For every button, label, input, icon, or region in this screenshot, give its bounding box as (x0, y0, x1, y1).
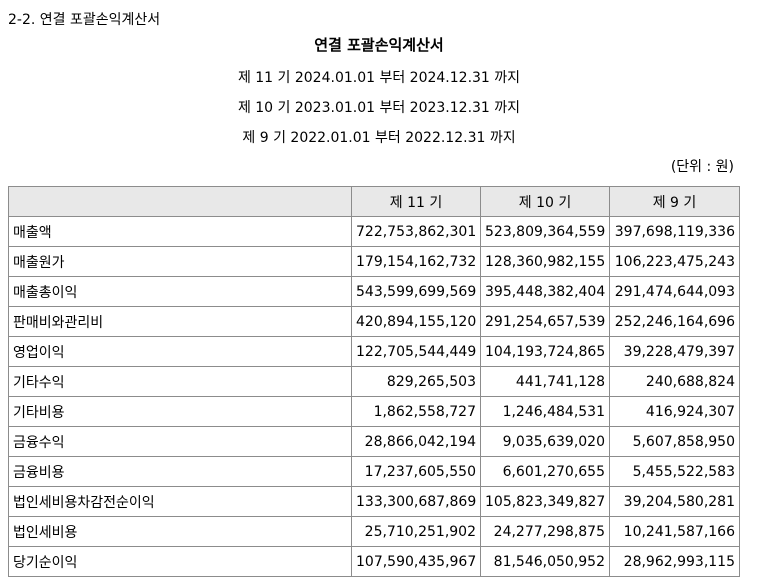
value-cell: 9,035,639,020 (480, 426, 610, 457)
value-cell: 252,246,164,696 (609, 306, 740, 337)
header-period-9: 제 9 기 (609, 186, 740, 217)
row-label: 매출원가 (8, 246, 352, 277)
section-title: 2-2. 연결 포괄손익계산서 (8, 12, 161, 28)
value-cell: 28,866,042,194 (351, 426, 481, 457)
value-cell: 81,546,050,952 (480, 546, 610, 577)
value-cell: 5,455,522,583 (609, 456, 740, 487)
value-cell: 395,448,382,404 (480, 276, 610, 307)
row-label: 법인세비용 (8, 516, 352, 547)
table-row: 매출액 722,753,862,301 523,809,364,559 397,698… (8, 216, 740, 247)
row-label: 매출액 (8, 216, 352, 247)
table-row: 금융수익 28,866,042,194 9,035,639,020 5,607,858… (8, 426, 740, 457)
value-cell: 105,823,349,827 (480, 486, 610, 517)
period-line-11: 제 11 기 2024.01.01 부터 2024.12.31 까지 (237, 70, 521, 86)
value-cell: 104,193,724,865 (480, 336, 610, 367)
value-cell: 523,809,364,559 (480, 216, 610, 247)
value-cell: 128,360,982,155 (480, 246, 610, 277)
table-row: 당기순이익 107,590,435,967 81,546,050,952 28,962… (8, 546, 740, 577)
value-cell: 291,474,644,093 (609, 276, 740, 307)
value-cell: 722,753,862,301 (351, 216, 481, 247)
period-line-9: 제 9 기 2022.01.01 부터 2022.12.31 까지 (242, 130, 516, 146)
value-cell: 397,698,119,336 (609, 216, 740, 247)
document-title: 연결 포괄손익계산서 (314, 36, 444, 54)
row-label: 기타비용 (8, 396, 352, 427)
value-cell: 5,607,858,950 (609, 426, 740, 457)
row-label: 기타수익 (8, 366, 352, 397)
row-label: 판매비와관리비 (8, 306, 352, 337)
value-cell: 106,223,475,243 (609, 246, 740, 277)
value-cell: 829,265,503 (351, 366, 481, 397)
header-period-10: 제 10 기 (480, 186, 610, 217)
row-label: 영업이익 (8, 336, 352, 367)
value-cell: 39,228,479,397 (609, 336, 740, 367)
table-header-row: 제 11 기 제 10 기 제 9 기 (8, 186, 740, 217)
value-cell: 240,688,824 (609, 366, 740, 397)
value-cell: 133,300,687,869 (351, 486, 481, 517)
value-cell: 107,590,435,967 (351, 546, 481, 577)
row-label: 금융수익 (8, 426, 352, 457)
table-row: 기타비용 1,862,558,727 1,246,484,531 416,924,30… (8, 396, 740, 427)
table-row: 판매비와관리비 420,894,155,120 291,254,657,539 252… (8, 306, 740, 337)
value-cell: 10,241,587,166 (609, 516, 740, 547)
period-line-10: 제 10 기 2023.01.01 부터 2023.12.31 까지 (237, 100, 521, 116)
value-cell: 543,599,699,569 (351, 276, 481, 307)
income-statement-table: 제 11 기 제 10 기 제 9 기 매출액 722,753,862,301 52… (8, 186, 740, 577)
table-row: 금융비용 17,237,605,550 6,601,270,655 5,455,522… (8, 456, 740, 487)
value-cell: 39,204,580,281 (609, 486, 740, 517)
table-row: 매출총이익 543,599,699,569 395,448,382,404 291,4… (8, 276, 740, 307)
value-cell: 179,154,162,732 (351, 246, 481, 277)
header-period-11: 제 11 기 (351, 186, 481, 217)
row-label: 법인세비용차감전순이익 (8, 486, 352, 517)
value-cell: 122,705,544,449 (351, 336, 481, 367)
value-cell: 416,924,307 (609, 396, 740, 427)
value-cell: 17,237,605,550 (351, 456, 481, 487)
value-cell: 1,246,484,531 (480, 396, 610, 427)
header-label-cell (8, 186, 352, 217)
table-row: 영업이익 122,705,544,449 104,193,724,865 39,228… (8, 336, 740, 367)
row-label: 금융비용 (8, 456, 352, 487)
value-cell: 1,862,558,727 (351, 396, 481, 427)
value-cell: 25,710,251,902 (351, 516, 481, 547)
row-label: 매출총이익 (8, 276, 352, 307)
value-cell: 441,741,128 (480, 366, 610, 397)
value-cell: 28,962,993,115 (609, 546, 740, 577)
value-cell: 291,254,657,539 (480, 306, 610, 337)
table-row: 매출원가 179,154,162,732 128,360,982,155 106,22… (8, 246, 740, 277)
value-cell: 420,894,155,120 (351, 306, 481, 337)
row-label: 당기순이익 (8, 546, 352, 577)
table-row: 법인세비용 25,710,251,902 24,277,298,875 10,241,… (8, 516, 740, 547)
table-row: 기타수익 829,265,503 441,741,128 240,688,824 (8, 366, 740, 397)
table-row: 법인세비용차감전순이익 133,300,687,869 105,823,349,82… (8, 486, 740, 517)
unit-label: (단위 : 원) (670, 159, 734, 175)
value-cell: 24,277,298,875 (480, 516, 610, 547)
value-cell: 6,601,270,655 (480, 456, 610, 487)
